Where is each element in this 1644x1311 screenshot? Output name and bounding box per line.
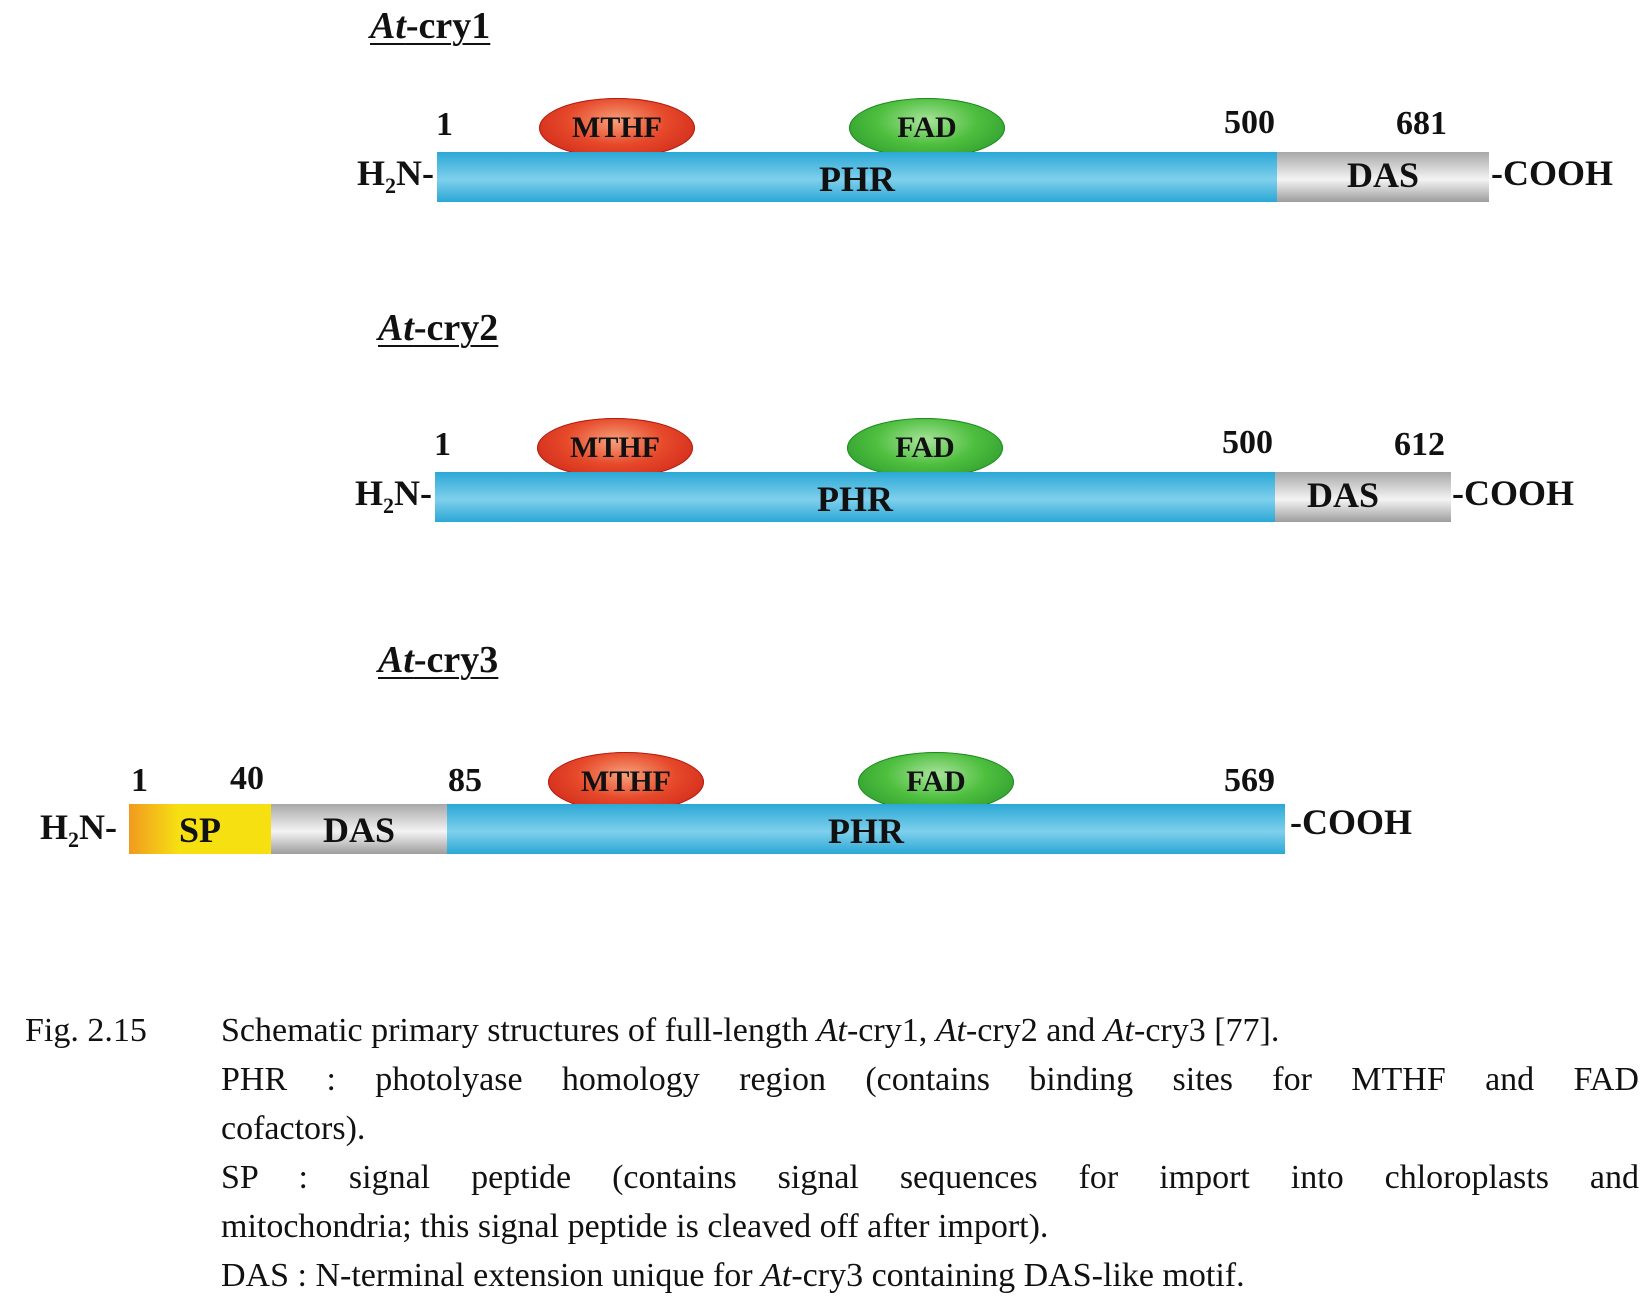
cry2-n-rest: N- <box>394 473 433 513</box>
cry1-n-terminus: H2N- <box>357 152 434 199</box>
cry3-mthf-label: MTHF <box>581 765 671 798</box>
cry2-das-label: DAS <box>1306 475 1380 515</box>
cry1-title-species: At <box>370 5 406 47</box>
cry1-fad-label: FAD <box>897 111 957 144</box>
cry2-n-terminus: H2N- <box>355 472 432 519</box>
cry3-n-rest: N- <box>79 807 118 847</box>
cry1-mthf-label: MTHF <box>572 111 662 144</box>
cry3-das-bar: DAS <box>271 804 447 854</box>
cry2-n-sub: 2 <box>383 493 395 519</box>
cry1-phr-label: PHR <box>819 159 895 199</box>
cry2-fad-oval: FAD <box>847 418 1003 478</box>
cry2-title-name: -cry2 <box>413 307 499 349</box>
caption-phr-definition: PHR : photolyase homology region (contai… <box>221 1061 1639 1098</box>
cry3-n-sub: 2 <box>68 827 80 853</box>
caption-species: At <box>761 1257 792 1294</box>
cry2-das-bar: DAS <box>1275 472 1451 522</box>
cry2-pos-end: 612 <box>1394 426 1445 463</box>
cry1-title-name: -cry1 <box>405 5 491 47</box>
caption-species: At <box>935 1012 966 1049</box>
caption-text: DAS : N-terminal extension unique for <box>221 1257 762 1294</box>
caption-sp-definition-cont: mitochondria; this signal peptide is cle… <box>221 1208 1049 1245</box>
cry3-fad-oval: FAD <box>858 752 1014 812</box>
cry3-fad-label: FAD <box>906 765 966 798</box>
cry3-phr-label: PHR <box>828 811 904 851</box>
cry1-das-label: DAS <box>1346 155 1420 195</box>
cry3-pos-569: 569 <box>1224 762 1275 799</box>
caption-line-1: Schematic primary structures of full-len… <box>221 1006 1279 1055</box>
cry1-pos-end: 681 <box>1396 105 1447 142</box>
caption-text: -cry1, <box>846 1012 936 1049</box>
cry3-sp-bar: SP <box>129 804 271 854</box>
caption-text: -cry3 containing DAS-like motif. <box>791 1257 1245 1294</box>
cry2-c-terminus: -COOH <box>1452 473 1574 513</box>
cry3-pos-85: 85 <box>448 762 482 799</box>
cry3-c-terminus: -COOH <box>1290 802 1412 842</box>
caption-sp-definition: SP : signal peptide (contains signal seq… <box>221 1159 1639 1196</box>
caption-text: -cry2 and <box>965 1012 1104 1049</box>
cry1-das-bar: DAS <box>1277 152 1489 202</box>
cry1-n-sub: 2 <box>385 173 397 199</box>
cry1-phr-bar: PHR <box>437 152 1277 202</box>
cry3-n-terminus: H2N- <box>40 806 117 853</box>
caption-phr-definition-cont: cofactors). <box>221 1110 366 1147</box>
cry1-n-h: H <box>357 153 386 193</box>
cry2-title-species: At <box>378 307 414 349</box>
cry1-fad-oval: FAD <box>849 98 1005 158</box>
cry1-pos-500: 500 <box>1224 104 1275 141</box>
cry3-title: At-cry3 <box>378 638 498 682</box>
caption-text: Schematic primary structures of full-len… <box>221 1012 817 1049</box>
cry3-das-label: DAS <box>322 810 396 850</box>
cry1-title: At-cry1 <box>370 4 490 48</box>
cry2-mthf-label: MTHF <box>570 431 660 464</box>
caption-das-definition: DAS : N-terminal extension unique for At… <box>221 1251 1245 1300</box>
cry3-pos-1: 1 <box>131 762 148 799</box>
cry3-mthf-oval: MTHF <box>548 752 704 812</box>
cry1-n-rest: N- <box>396 153 435 193</box>
cry2-mthf-oval: MTHF <box>537 418 693 478</box>
cry2-fad-label: FAD <box>895 431 955 464</box>
cry2-phr-label: PHR <box>817 479 893 519</box>
cry2-phr-bar: PHR <box>435 472 1275 522</box>
caption-text: -cry3 [77]. <box>1134 1012 1280 1049</box>
cry3-n-h: H <box>40 807 69 847</box>
cry1-pos-start: 1 <box>436 106 453 143</box>
cry3-title-species: At <box>378 639 414 681</box>
cry3-title-name: -cry3 <box>413 639 499 681</box>
cry3-sp-label: SP <box>178 810 221 850</box>
caption-species: At <box>816 1012 847 1049</box>
cry3-phr-bar: PHR <box>447 804 1285 854</box>
cry2-n-h: H <box>355 473 384 513</box>
caption-label: Fig. 2.15 <box>25 1012 147 1049</box>
cry2-pos-500: 500 <box>1222 424 1273 461</box>
cry1-c-terminus: -COOH <box>1491 153 1613 193</box>
cry2-title: At-cry2 <box>378 306 498 350</box>
cry3-pos-40: 40 <box>230 760 264 797</box>
caption-species: At <box>1103 1012 1134 1049</box>
cry1-mthf-oval: MTHF <box>539 98 695 158</box>
cry2-pos-start: 1 <box>434 426 451 463</box>
